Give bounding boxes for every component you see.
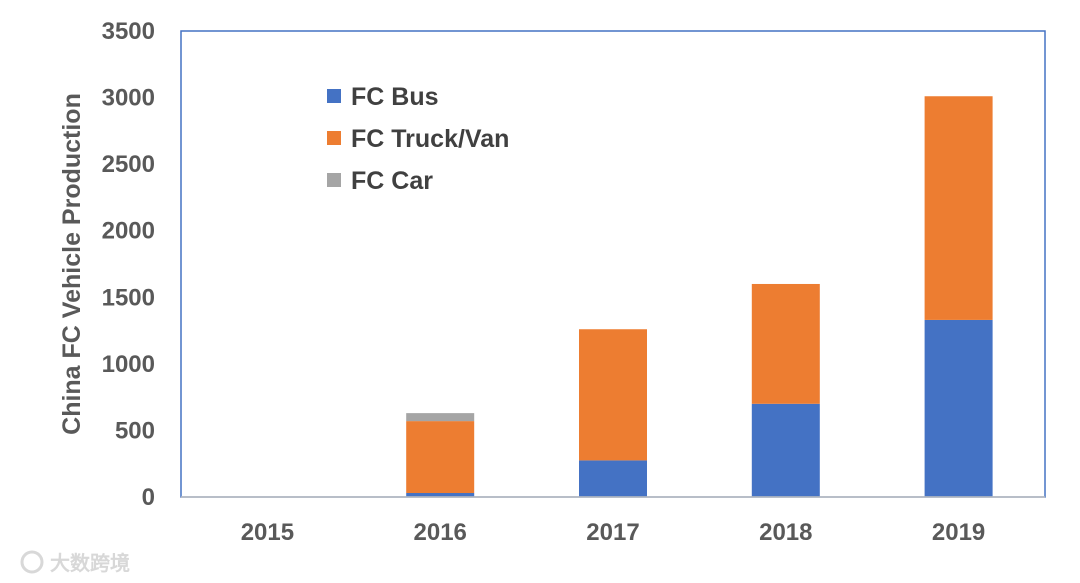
bar-segment-fc-truck-van-2016 — [406, 421, 475, 494]
x-tick-label: 2016 — [414, 519, 467, 546]
x-tick-label: 2015 — [241, 519, 294, 546]
legend-label: FC Truck/Van — [351, 125, 509, 153]
bar-segment-fc-bus-2018 — [751, 403, 820, 497]
bar-segment-fc-bus-2019 — [924, 319, 993, 497]
legend: FC Bus FC Truck/Van FC Car — [327, 83, 509, 195]
x-tick-label: 2018 — [759, 519, 812, 546]
y-tick-label: 1000 — [102, 351, 155, 378]
bar-segment-fc-truck-van-2019 — [924, 96, 993, 320]
y-axis-label: China FC Vehicle Production — [58, 93, 86, 435]
bar-segment-fc-car-2016 — [406, 413, 475, 422]
y-tick-label: 3000 — [102, 85, 155, 112]
y-tick-label: 0 — [142, 484, 155, 511]
y-tick-label: 500 — [115, 417, 155, 444]
y-tick-label: 3500 — [102, 18, 155, 45]
legend-swatch — [327, 89, 341, 103]
bar-segment-fc-bus-2017 — [579, 460, 647, 497]
watermark-logo-icon — [20, 550, 44, 574]
legend-label: FC Bus — [351, 83, 439, 111]
legend-swatch — [327, 173, 341, 187]
bar-segment-fc-bus-2016 — [406, 493, 475, 497]
bar-segment-fc-truck-van-2017 — [579, 329, 647, 461]
y-tick-label: 1500 — [102, 284, 155, 311]
legend-swatch — [327, 131, 341, 145]
watermark-text: 大数跨境 — [50, 551, 130, 575]
legend-label: FC Car — [351, 167, 433, 195]
bar-segment-fc-truck-van-2018 — [751, 283, 820, 404]
x-tick-label: 2019 — [932, 519, 985, 546]
x-tick-label: 2017 — [586, 519, 639, 546]
y-tick-label: 2000 — [102, 218, 155, 245]
y-tick-label: 2500 — [102, 151, 155, 178]
watermark: 大数跨境 — [20, 550, 130, 575]
